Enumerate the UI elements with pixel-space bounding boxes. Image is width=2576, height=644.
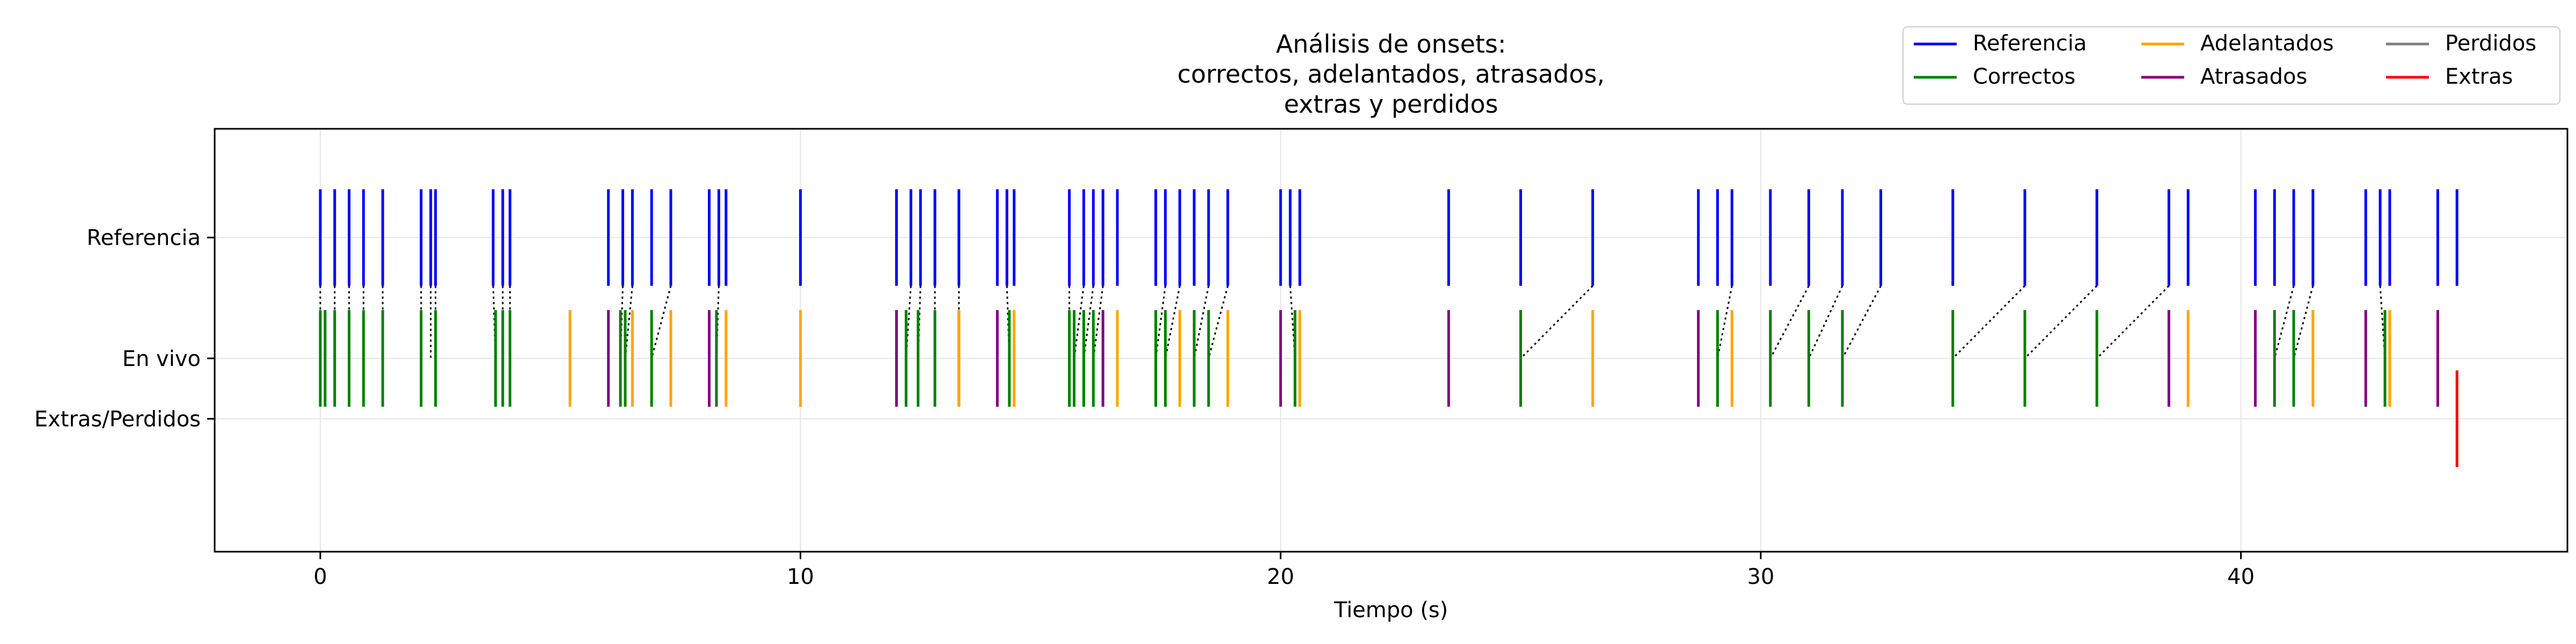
- x-tick-label: 0: [313, 565, 327, 589]
- plot-frame: [214, 128, 2568, 553]
- x-tick-label: 40: [2227, 565, 2255, 589]
- match-link: [1092, 286, 1104, 358]
- y-axis: Referencia En vivo Extras/Perdidos: [34, 226, 215, 431]
- y-tick-label-ref: Referencia: [87, 226, 201, 251]
- legend-box: [1902, 26, 2560, 105]
- x-tick-label: 10: [787, 565, 814, 589]
- match-link: [2096, 285, 2170, 359]
- y-tick-label-extra: Extras/Perdidos: [34, 407, 201, 431]
- chart-title-line-3: extras y perdidos: [1284, 90, 1498, 119]
- match-link: [2024, 285, 2098, 359]
- match-link: [650, 286, 672, 359]
- legend-label-correct: Correctos: [1973, 64, 2075, 89]
- chart-title-line-1: Análisis de onsets:: [1276, 30, 1506, 58]
- legend-label-ref: Referencia: [1973, 31, 2087, 56]
- chart-title-line-2: correctos, adelantados, atrasados,: [1177, 60, 1605, 89]
- legend-label-early: Adelantados: [2200, 31, 2334, 56]
- y-tick-label-live: En vivo: [122, 347, 201, 371]
- match-link: [1952, 285, 2026, 359]
- match-link: [1165, 286, 1181, 359]
- x-tick-label: 30: [1747, 565, 1774, 589]
- x-axis-label: Tiempo (s): [1334, 598, 1448, 623]
- match-link: [2273, 286, 2295, 359]
- legend-label-late: Atrasados: [2200, 64, 2307, 89]
- match-link: [1716, 286, 1733, 359]
- match-link: [1082, 286, 1094, 358]
- match-link: [1193, 286, 1210, 359]
- x-axis: 0 10 20 30 40: [313, 552, 2255, 589]
- match-link: [1073, 286, 1085, 358]
- event-ticks: [319, 189, 2458, 467]
- legend-label-extra: Extras: [2445, 64, 2513, 89]
- legend[interactable]: Referencia Correctos Adelantados Atrasados P…: [1902, 26, 2560, 105]
- match-link: [2293, 286, 2314, 359]
- legend-label-missed: Perdidos: [2445, 31, 2536, 56]
- match-link: [1155, 286, 1166, 358]
- match-link: [1520, 285, 1593, 359]
- x-tick-label: 20: [1267, 565, 1294, 589]
- match-link: [1208, 286, 1229, 359]
